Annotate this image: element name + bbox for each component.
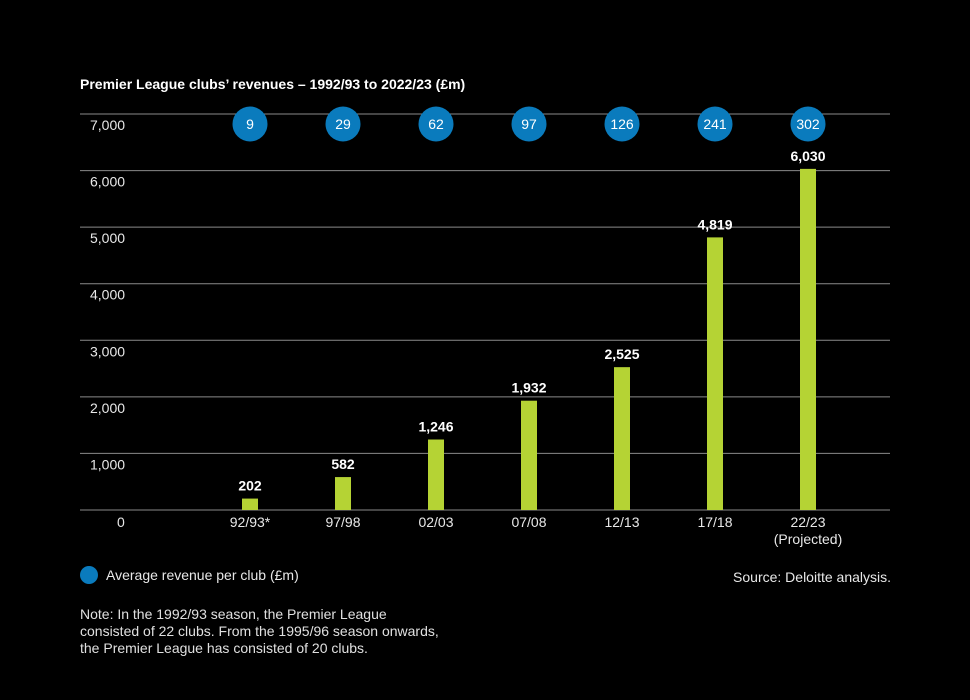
avg-revenue-label: 29 xyxy=(335,116,351,132)
avg-revenue-circle xyxy=(418,106,454,142)
y-tick-label: 4,000 xyxy=(90,287,125,303)
x-tick-label: 07/08 xyxy=(511,514,546,530)
avg-revenue-label: 97 xyxy=(521,116,537,132)
bar-value-label: 4,819 xyxy=(697,216,732,232)
bar xyxy=(242,498,258,510)
avg-revenue-label: 241 xyxy=(703,116,727,132)
legend: Average revenue per club (£m) xyxy=(80,566,299,584)
y-tick-label: 2,000 xyxy=(90,400,125,416)
x-tick-label: 12/13 xyxy=(604,514,639,530)
avg-revenue-circle xyxy=(604,106,640,142)
bar xyxy=(335,477,351,510)
footnote: Note: In the 1992/93 season, the Premier… xyxy=(80,606,439,656)
avg-revenue-circle xyxy=(511,106,547,142)
avg-revenue-circle xyxy=(790,106,826,142)
bar-value-label: 1,246 xyxy=(418,419,453,435)
bar-value-label: 582 xyxy=(331,456,355,472)
bar xyxy=(614,367,630,510)
avg-revenue-label: 302 xyxy=(796,116,820,132)
source-text: Source: Deloitte analysis. xyxy=(733,569,891,585)
x-tick-label: 17/18 xyxy=(697,514,732,530)
bar xyxy=(521,400,537,510)
bar xyxy=(428,439,444,510)
x-tick-label: 97/98 xyxy=(325,514,360,530)
y-tick-label: 5,000 xyxy=(90,230,125,246)
avg-revenue-label: 62 xyxy=(428,116,444,132)
x-tick-label: 02/03 xyxy=(418,514,453,530)
bar-value-label: 2,525 xyxy=(604,346,639,362)
avg-revenue-circle xyxy=(697,106,733,142)
avg-revenue-label: 9 xyxy=(246,116,254,132)
x-tick-label: 22/23 xyxy=(790,514,825,530)
y-tick-label: 6,000 xyxy=(90,174,125,190)
x-tick-label: 92/93* xyxy=(230,514,271,530)
x-tick-sublabel: (Projected) xyxy=(774,531,842,547)
bar-value-label: 1,932 xyxy=(511,380,546,396)
bar-value-label: 202 xyxy=(238,478,262,494)
bar xyxy=(800,168,816,511)
bar-value-label: 6,030 xyxy=(790,148,825,164)
legend-circle-icon xyxy=(80,566,98,584)
avg-revenue-circle xyxy=(325,106,361,142)
legend-label: Average revenue per club (£m) xyxy=(106,567,299,583)
bar xyxy=(707,237,723,511)
avg-revenue-circle xyxy=(232,106,268,142)
y-tick-label: 7,000 xyxy=(90,117,125,133)
y-tick-label: 1,000 xyxy=(90,456,125,472)
chart-title: Premier League clubs’ revenues – 1992/93… xyxy=(80,76,466,92)
avg-revenue-label: 126 xyxy=(610,116,634,132)
y-tick-label: 0 xyxy=(117,514,125,530)
y-tick-label: 3,000 xyxy=(90,343,125,359)
